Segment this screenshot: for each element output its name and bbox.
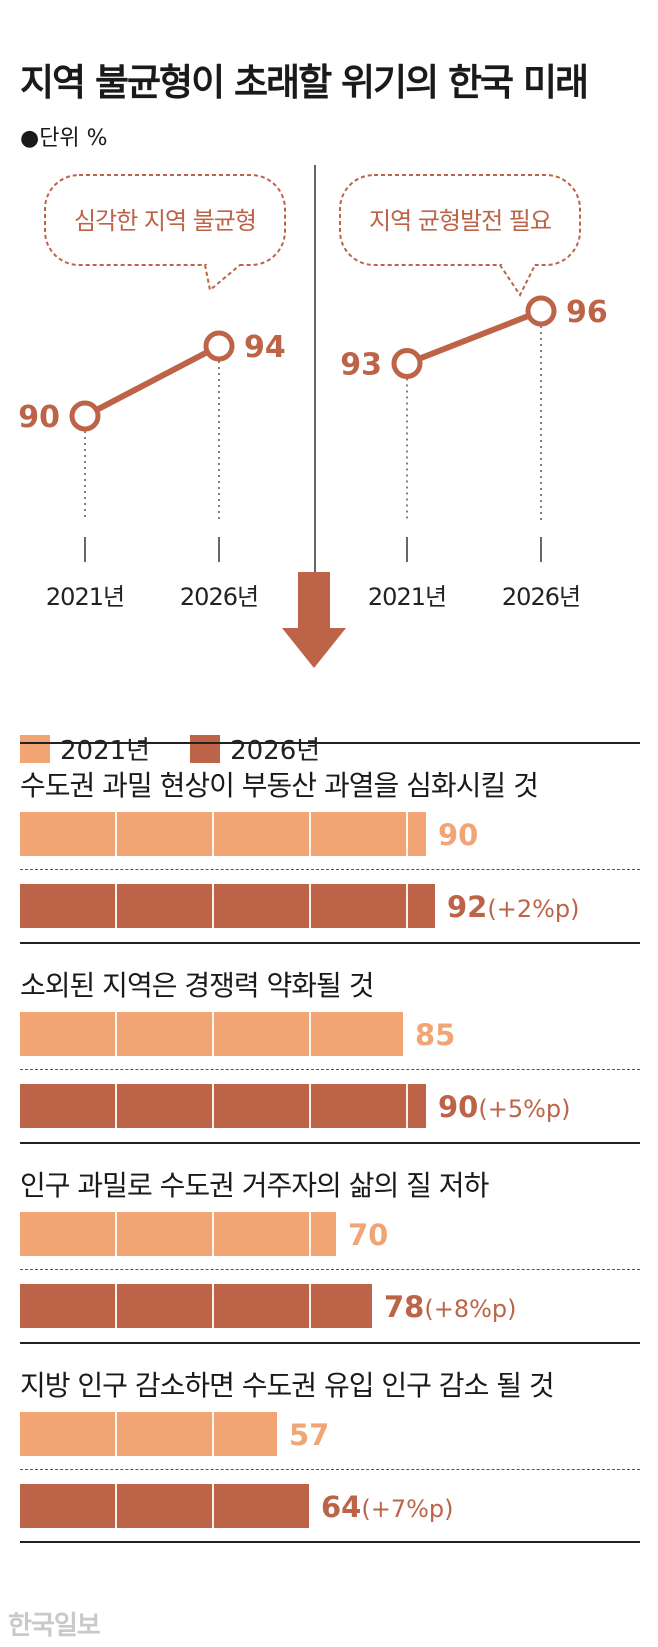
legend-swatch-2021 (20, 734, 50, 763)
line-charts: 심각한 지역 불균형 2021년 2026년 90 94 지역 균형발전 필요 2021년 2… (18, 165, 608, 668)
question-label: 수도권 과밀 현상이 부동산 과열을 심화시킬 것 (20, 769, 539, 802)
callout-bubble-1 (44, 174, 286, 266)
change-label: (+5%p) (478, 1095, 571, 1123)
bar-2026 (20, 884, 435, 928)
legend-swatch-2026 (190, 734, 221, 763)
legend-label-2021: 2021년 (60, 736, 151, 766)
bar-2026 (20, 1284, 372, 1328)
callout-text-2: 지역 균형발전 필요 (369, 207, 551, 235)
row-separator (20, 1069, 640, 1070)
down-arrow (282, 572, 346, 668)
row-separator (20, 1269, 640, 1270)
bar-2021 (20, 812, 426, 856)
callout-tail-2 (499, 264, 536, 297)
x-tick-label-1-1: 2021년 (46, 583, 124, 611)
value-label-2026: 64(+7%p) (321, 1490, 454, 1524)
data-label-1-2: 94 (244, 330, 286, 365)
legend: 2021년 2026년 (20, 730, 360, 767)
credit-watermark: 한국일보 (8, 1611, 101, 1641)
callout-bubble-2 (339, 174, 581, 266)
value-label-2026: 92(+2%p) (447, 890, 580, 924)
data-point-2-2 (525, 295, 557, 327)
value-label-2021: 90 (438, 818, 479, 852)
question-label: 인구 과밀로 수도권 거주자의 삶의 질 저하 (20, 1169, 489, 1202)
section-rule (20, 1541, 640, 1543)
data-label-2-2: 96 (566, 295, 608, 330)
bar-2021 (20, 1212, 336, 1256)
data-label-2-1: 93 (340, 348, 382, 383)
callout-tail-1 (204, 264, 241, 292)
section-rule (20, 942, 640, 944)
value-label-2026: 78(+8%p) (384, 1290, 517, 1324)
bar-2026 (20, 1484, 309, 1528)
x-tick-label-2-1: 2021년 (368, 583, 446, 611)
row-separator (20, 1469, 640, 1470)
callout-text-1: 심각한 지역 불균형 (74, 207, 256, 235)
value-label-2026: 90(+5%p) (438, 1090, 571, 1124)
x-tick-label-2-2: 2026년 (502, 583, 580, 611)
value-label-2021: 85 (415, 1018, 456, 1052)
bar-2021 (20, 1012, 403, 1056)
section-rule (20, 1142, 640, 1144)
question-label: 소외된 지역은 경쟁력 약화될 것 (20, 969, 374, 1002)
data-point-1-1 (69, 400, 101, 432)
data-label-1-1: 90 (18, 400, 60, 435)
value-label-2021: 57 (289, 1418, 330, 1452)
series-line-2 (405, 308, 543, 367)
series-line-1 (83, 343, 221, 419)
value-label-2021: 70 (348, 1218, 389, 1252)
change-label: (+8%p) (424, 1295, 517, 1323)
row-separator (20, 869, 640, 870)
section-rule (20, 742, 640, 744)
chart-title: 지역 불균형이 초래할 위기의 한국 미래 (20, 61, 589, 104)
data-point-1-2 (203, 330, 235, 362)
legend-label-2026: 2026년 (230, 736, 321, 766)
change-label: (+2%p) (487, 895, 580, 923)
x-tick-label-1-2: 2026년 (180, 583, 258, 611)
data-point-2-1 (391, 348, 423, 379)
unit-label: ●단위 % (20, 126, 108, 151)
bar-2026 (20, 1084, 426, 1128)
change-label: (+7%p) (361, 1495, 454, 1523)
bar-2021 (20, 1412, 277, 1456)
section-rule (20, 1342, 640, 1344)
question-label: 지방 인구 감소하면 수도권 유입 인구 감소 될 것 (20, 1369, 555, 1402)
